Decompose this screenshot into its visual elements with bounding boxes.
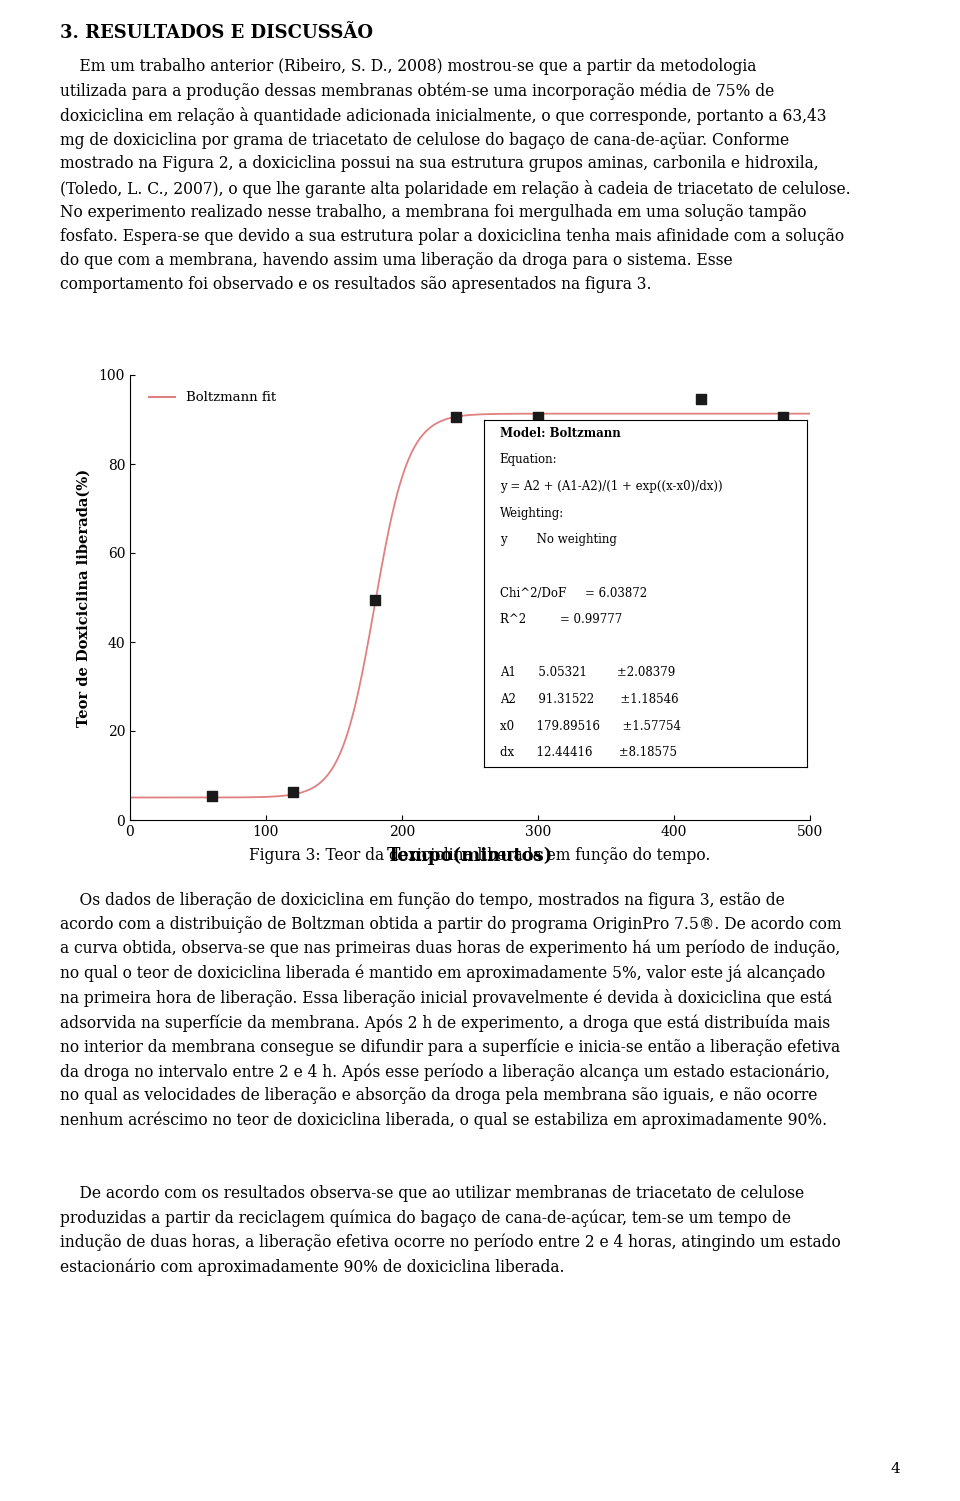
Text: De acordo com os resultados observa-se que ao utilizar membranas de triacetato d: De acordo com os resultados observa-se q… — [60, 1184, 841, 1276]
Legend: Boltzmann fit: Boltzmann fit — [143, 386, 281, 410]
Text: Figura 3: Teor da doxiciclina liberada em função do tempo.: Figura 3: Teor da doxiciclina liberada e… — [250, 848, 710, 865]
Text: 3. RESULTADOS E DISCUSSÃO: 3. RESULTADOS E DISCUSSÃO — [60, 24, 373, 42]
X-axis label: Tempo(minutos): Tempo(minutos) — [387, 847, 553, 866]
Text: 4: 4 — [890, 1462, 900, 1475]
Point — [204, 784, 219, 808]
Point — [448, 405, 464, 429]
Point — [612, 414, 627, 438]
Text: Em um trabalho anterior (Ribeiro, S. D., 2008) mostrou-se que a partir da metodo: Em um trabalho anterior (Ribeiro, S. D.,… — [60, 59, 851, 293]
Y-axis label: Teor de Doxiciclina liberada(%): Teor de Doxiciclina liberada(%) — [77, 468, 90, 726]
Point — [367, 588, 382, 612]
Point — [285, 781, 300, 805]
Point — [775, 405, 790, 429]
Point — [530, 405, 545, 429]
Text: Os dados de liberação de doxiciclina em função do tempo, mostrados na figura 3, : Os dados de liberação de doxiciclina em … — [60, 892, 842, 1129]
Point — [693, 387, 708, 411]
